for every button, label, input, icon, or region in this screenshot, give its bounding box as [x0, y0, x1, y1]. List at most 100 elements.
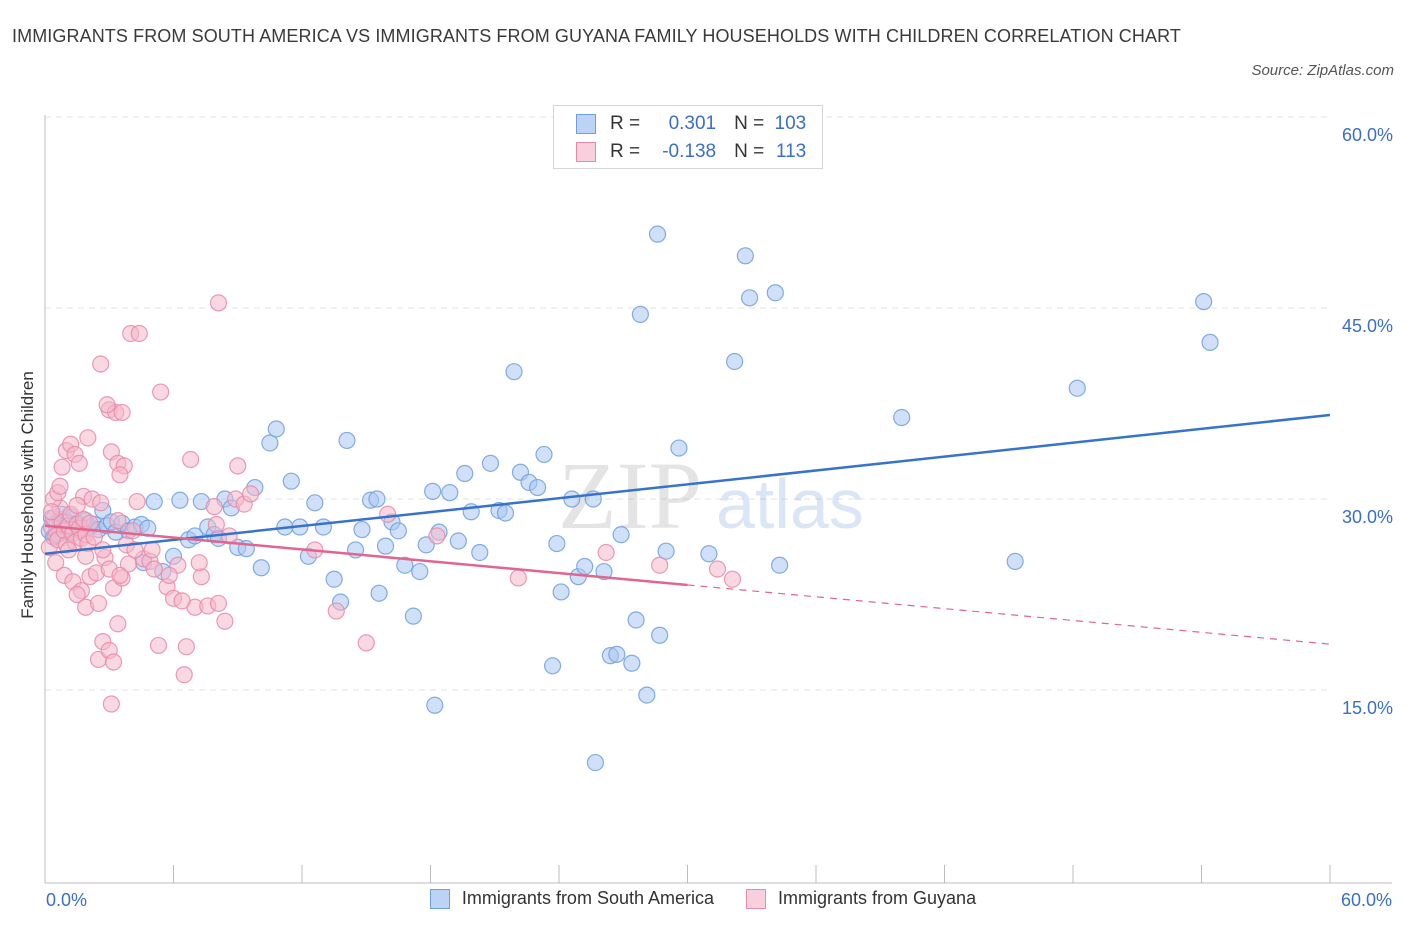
data-point: [205, 498, 223, 516]
data-point: [111, 566, 129, 585]
data-point: [327, 602, 345, 620]
n-value: 113: [775, 141, 807, 162]
n-label: N =: [734, 141, 765, 162]
legend-row-guyana: R = -0.138 N = 113: [576, 138, 806, 166]
data-point: [94, 541, 112, 559]
data-point: [306, 494, 324, 512]
data-point: [171, 491, 189, 509]
trend-lines: [44, 413, 1331, 645]
data-point: [102, 695, 120, 713]
data-point: [242, 485, 260, 503]
data-point: [404, 607, 422, 625]
data-point: [893, 408, 911, 427]
data-point: [576, 557, 594, 576]
data-point: [51, 477, 69, 495]
data-point: [379, 505, 397, 523]
trend-line: [44, 524, 688, 587]
data-point: [104, 653, 123, 671]
data-point: [426, 696, 444, 714]
data-point: [741, 289, 759, 307]
data-point: [505, 363, 523, 381]
data-point: [192, 568, 210, 586]
data-point: [207, 515, 225, 534]
legend-label: Immigrants from South America: [461, 888, 715, 908]
data-point: [173, 592, 191, 610]
data-point: [595, 562, 613, 581]
data-point: [261, 434, 279, 452]
y-tick-label: 30.0%: [1342, 507, 1393, 527]
data-point: [92, 355, 110, 373]
data-point: [252, 559, 270, 577]
data-point: [368, 490, 386, 508]
data-point: [389, 522, 407, 540]
chart-title: IMMIGRANTS FROM SOUTH AMERICA VS IMMIGRA…: [12, 26, 1181, 46]
data-point: [182, 450, 200, 469]
data-point: [190, 554, 208, 572]
data-point: [670, 439, 688, 457]
grid-lines: [45, 116, 1330, 691]
data-point: [68, 585, 86, 604]
legend-label: Immigrants from Guyana: [778, 888, 977, 908]
data-point: [424, 482, 442, 500]
r-value: 0.301: [668, 113, 717, 134]
data-point: [612, 526, 630, 544]
data-point: [70, 454, 88, 472]
data-point: [396, 556, 414, 574]
y-tick-label: 45.0%: [1342, 316, 1393, 336]
data-point: [411, 562, 429, 581]
data-point: [563, 490, 581, 508]
data-point: [535, 445, 553, 464]
r-label: R =: [610, 141, 641, 162]
data-point: [736, 247, 754, 265]
data-point: [109, 512, 127, 530]
series-legend: Immigrants from South America Immigrants…: [0, 888, 1406, 909]
data-point: [47, 554, 65, 572]
data-point: [456, 464, 474, 483]
data-point: [209, 294, 228, 312]
legend-item-guyana[interactable]: Immigrants from Guyana: [746, 888, 976, 909]
data-point: [651, 556, 669, 574]
correlation-legend: R = 0.301 N = 103 R = -0.138 N = 113: [553, 105, 823, 169]
trend-line-extension: [687, 584, 1331, 645]
legend-swatch-blue: [576, 114, 596, 134]
data-point: [119, 555, 138, 573]
data-point: [726, 352, 744, 371]
data-point: [552, 583, 570, 601]
data-point: [543, 657, 562, 675]
data-point: [353, 520, 371, 539]
data-point: [441, 484, 459, 502]
data-point: [481, 454, 500, 472]
data-point: [509, 569, 527, 587]
data-point: [631, 305, 649, 323]
data-point: [471, 543, 489, 562]
data-point: [109, 615, 127, 633]
data-point: [282, 472, 300, 490]
legend-swatch-pink: [576, 142, 596, 162]
y-tick-label: 15.0%: [1342, 698, 1393, 718]
data-point: [723, 570, 742, 588]
data-point: [325, 570, 343, 588]
legend-swatch-pink: [746, 888, 767, 909]
y-tick-labels: 15.0% 30.0% 45.0% 60.0%: [1342, 125, 1393, 718]
data-point: [648, 225, 667, 243]
r-label: R =: [610, 113, 641, 134]
source-label: Source: ZipAtlas.com: [1251, 62, 1394, 79]
trend-line: [44, 413, 1331, 555]
data-point: [209, 594, 228, 613]
data-point: [597, 543, 615, 562]
data-point: [376, 537, 395, 555]
data-point: [357, 634, 375, 652]
data-point: [79, 429, 97, 447]
legend-item-south-america[interactable]: Immigrants from South America: [429, 888, 715, 909]
data-point: [267, 420, 285, 438]
data-point: [770, 556, 789, 574]
series-guyana: [40, 294, 742, 713]
data-point: [145, 560, 163, 578]
data-point: [548, 534, 566, 553]
data-point: [143, 541, 161, 559]
data-point: [1201, 333, 1219, 351]
n-label: N =: [734, 113, 765, 134]
data-point: [449, 532, 467, 550]
y-tick-label: 60.0%: [1342, 125, 1393, 145]
data-point: [496, 504, 515, 522]
